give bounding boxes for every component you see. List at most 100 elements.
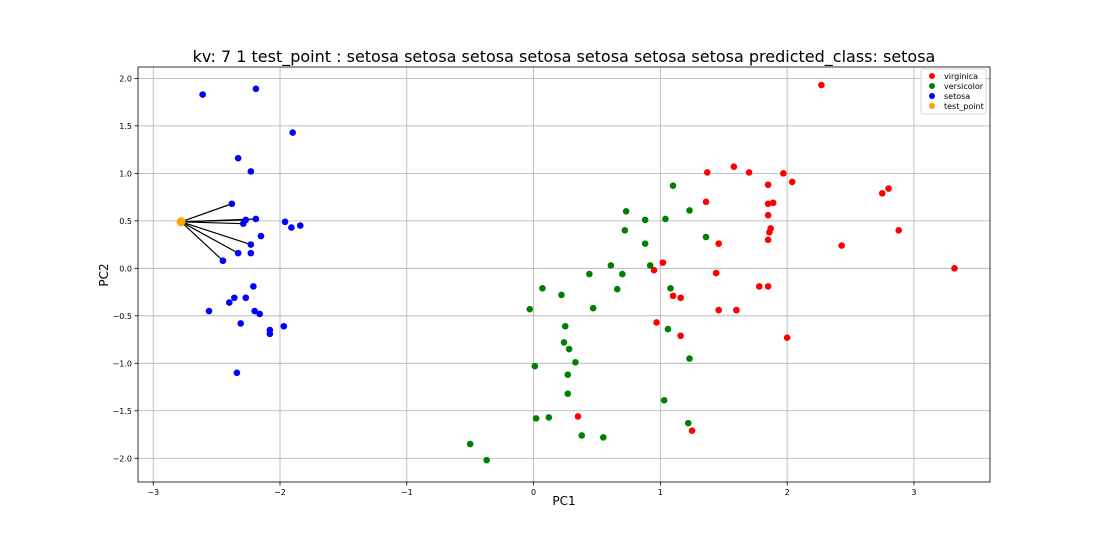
virginica-point <box>730 163 738 171</box>
x-tick-label: −3 <box>147 488 159 497</box>
versicolor-point <box>600 434 607 441</box>
versicolor-point <box>483 456 490 464</box>
legend-marker-setosa <box>929 93 935 99</box>
y-tick-label: −1.5 <box>113 407 132 416</box>
setosa-point <box>205 307 213 315</box>
virginica-point <box>688 427 696 435</box>
legend-label-versicolor: versicolor <box>944 82 984 91</box>
versicolor-point <box>545 414 553 421</box>
virginica-point <box>764 200 772 208</box>
versicolor-point <box>558 291 565 299</box>
setosa-point <box>250 283 257 290</box>
y-tick-label: 0.0 <box>119 264 132 273</box>
versicolor-point <box>613 285 621 293</box>
versicolor-point <box>539 284 546 292</box>
versicolor-point <box>564 390 572 397</box>
virginica-point <box>745 169 753 176</box>
setosa-point <box>280 322 288 330</box>
setosa-point <box>251 307 258 315</box>
virginica-point <box>702 198 710 206</box>
neighbor-line <box>180 221 239 254</box>
virginica-point <box>574 413 582 420</box>
y-tick-label: 1.5 <box>119 122 132 131</box>
versicolor-point <box>641 240 649 247</box>
legend-label-test_point: test_point <box>944 102 984 111</box>
versicolor-point <box>560 339 568 346</box>
virginica-point <box>838 242 845 249</box>
y-tick-label: 0.5 <box>119 217 132 226</box>
setosa-point <box>257 232 265 240</box>
data-points <box>176 81 958 464</box>
setosa-point <box>234 154 242 162</box>
virginica-point <box>677 294 684 302</box>
versicolor-point <box>564 371 572 378</box>
y-tick-label: −2.0 <box>113 454 132 463</box>
legend-marker-test_point <box>929 103 935 109</box>
setosa-point <box>252 85 260 93</box>
setosa-point <box>239 220 247 227</box>
virginica-point <box>764 283 772 290</box>
legend-label-setosa: setosa <box>944 92 970 101</box>
x-tick-label: 2 <box>785 488 790 497</box>
setosa-point <box>288 224 295 231</box>
versicolor-point <box>565 345 573 353</box>
versicolor-point <box>641 216 649 224</box>
versicolor-point <box>684 419 692 427</box>
versicolor-point <box>466 440 474 448</box>
versicolor-point <box>607 262 615 269</box>
chart-title: kv: 7 1 test_point : setosa setosa setos… <box>193 47 936 67</box>
virginica-point <box>788 178 796 186</box>
versicolor-point <box>669 182 677 190</box>
virginica-point <box>712 269 720 277</box>
y-tick-label: −0.5 <box>113 312 132 321</box>
virginica-point <box>715 240 722 247</box>
neighbor-line <box>180 203 233 223</box>
versicolor-point <box>531 362 539 370</box>
versicolor-point <box>702 233 710 241</box>
virginica-point <box>764 236 772 244</box>
versicolor-point <box>646 262 654 269</box>
legend-marker-versicolor <box>929 83 935 89</box>
y-tick-label: 2.0 <box>119 74 132 83</box>
grid-lines <box>138 67 990 482</box>
setosa-point <box>219 257 227 265</box>
axis-ticks: −3 −2 −1 0 1 2 3 −2.0 −1.5 −1.0 −0.5 0.0 0.5 1.0 1.5 2.… <box>113 74 917 497</box>
setosa-point <box>234 249 242 257</box>
versicolor-point <box>621 227 629 234</box>
setosa-point <box>237 320 244 327</box>
legend-box <box>920 68 987 115</box>
virginica-point <box>780 170 787 177</box>
x-tick-label: −2 <box>274 488 286 497</box>
setosa-point <box>231 294 238 302</box>
setosa-point <box>247 168 255 175</box>
y-tick-label: −1.0 <box>113 359 132 368</box>
setosa-point <box>296 222 304 229</box>
versicolor-point <box>667 284 674 292</box>
versicolor-point <box>589 304 597 312</box>
x-tick-label: −1 <box>401 488 413 497</box>
neighbor-line <box>181 221 244 225</box>
virginica-point <box>769 199 777 207</box>
versicolor-point <box>662 215 669 223</box>
virginica-point <box>733 306 740 314</box>
virginica-point <box>703 169 711 176</box>
setosa-point <box>228 200 236 208</box>
neighbor-line <box>180 221 224 262</box>
setosa-point <box>247 241 255 248</box>
legend-marker-virginica <box>929 73 935 79</box>
x-tick-label: 0 <box>531 488 536 497</box>
x-axis-label: PC1 <box>552 494 575 508</box>
setosa-point <box>289 129 296 136</box>
versicolor-point <box>586 270 593 278</box>
virginica-point <box>715 306 722 314</box>
setosa-point <box>256 310 264 318</box>
virginica-point <box>764 211 772 219</box>
versicolor-point <box>572 359 579 366</box>
virginica-point <box>755 283 763 290</box>
virginica-point <box>878 190 886 197</box>
virginica-point <box>650 266 658 274</box>
plot-frame <box>137 66 991 483</box>
versicolor-point <box>526 305 534 313</box>
